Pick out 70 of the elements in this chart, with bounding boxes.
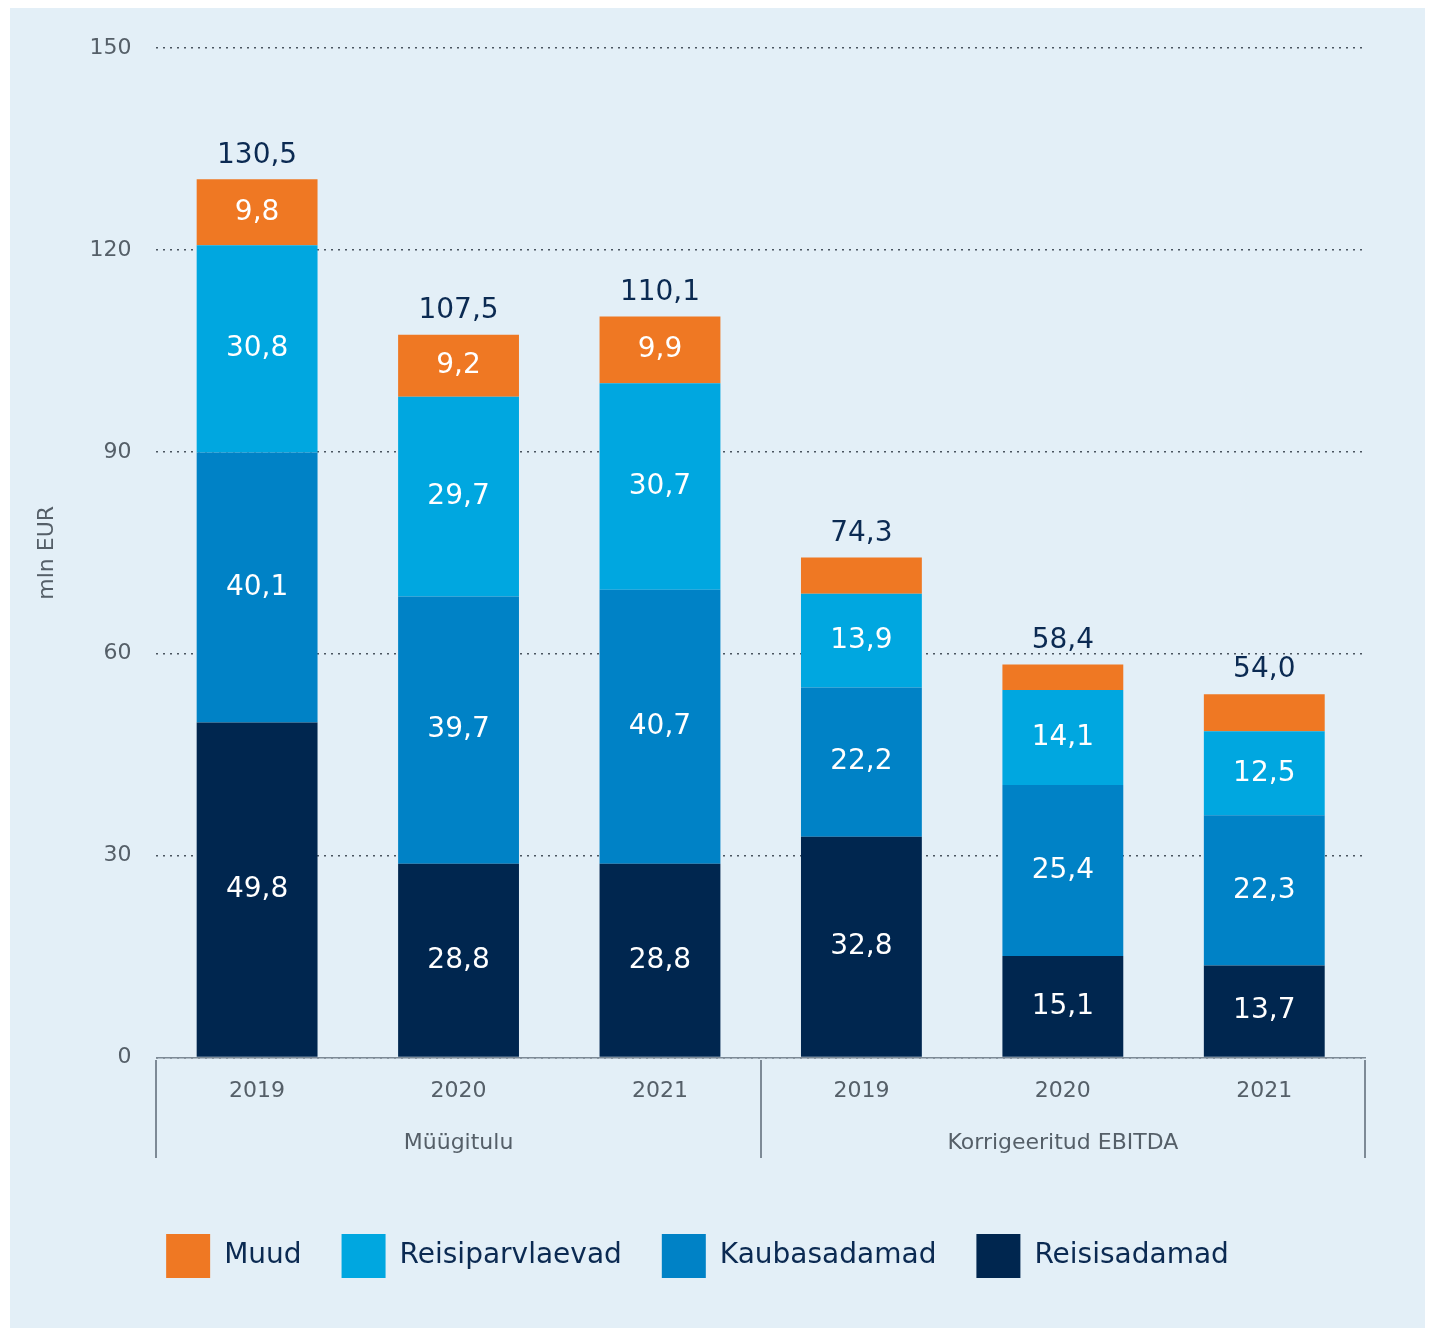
bar — [398, 596, 519, 864]
y-tick-label: 90 — [103, 437, 132, 463]
bar — [196, 722, 318, 1057]
data-label: 9,2 — [436, 346, 481, 380]
data-label: 30,8 — [225, 330, 289, 364]
bar — [196, 179, 318, 246]
data-label: 40,1 — [225, 568, 289, 602]
x-tick-label: 2021 — [1236, 1076, 1293, 1102]
data-label: 49,8 — [225, 870, 289, 904]
data-label: 28,8 — [427, 941, 490, 975]
data-label: 25,4 — [1031, 851, 1095, 885]
total-label: 58,4 — [1031, 621, 1095, 655]
y-tick-label: 60 — [103, 639, 132, 665]
data-label: 32,8 — [830, 928, 893, 962]
data-label: 29,7 — [427, 477, 490, 511]
bar — [599, 383, 721, 590]
y-tick-label: 120 — [89, 235, 132, 261]
bar — [1002, 955, 1124, 1057]
bar — [1203, 694, 1325, 732]
bar — [599, 863, 721, 1057]
x-tick-label: 2019 — [833, 1076, 890, 1102]
total-label: 130,5 — [217, 136, 298, 170]
total-label: 54,0 — [1233, 651, 1296, 685]
total-label: 74,3 — [830, 514, 893, 548]
data-label: 12,5 — [1233, 754, 1296, 788]
y-tick-label: 0 — [117, 1043, 132, 1069]
data-label: 28,8 — [628, 941, 692, 975]
text: Müügitulu — [403, 1129, 514, 1155]
data-label: 22,3 — [1233, 871, 1296, 905]
bar — [196, 452, 318, 723]
bar — [599, 589, 721, 864]
data-label: 9,8 — [234, 193, 280, 227]
bar — [196, 245, 318, 453]
legend-label: Muud — [224, 1237, 302, 1271]
bar — [1203, 965, 1325, 1057]
total-label: 110,1 — [619, 273, 701, 307]
legend-label: Reisisadamad — [1034, 1237, 1229, 1271]
bar — [800, 687, 922, 837]
bar — [1203, 731, 1325, 816]
legend-label: Reisiparvlaevad — [399, 1237, 622, 1271]
bar — [1203, 815, 1325, 966]
bar — [599, 316, 721, 384]
bar — [398, 334, 519, 397]
y-axis-title: mln EUR — [32, 505, 58, 600]
bar — [1002, 785, 1124, 956]
data-label: 15,1 — [1031, 987, 1095, 1021]
bar — [800, 593, 922, 688]
data-label: 13,9 — [830, 621, 893, 655]
x-tick-label: 2019 — [229, 1076, 286, 1102]
data-label: 40,7 — [628, 708, 692, 742]
data-label: 22,2 — [830, 743, 893, 777]
bar — [1002, 690, 1124, 786]
data-label: 30,7 — [628, 467, 692, 501]
bar — [1002, 664, 1124, 691]
legend-label: Kaubasadamad — [719, 1237, 937, 1271]
y-tick-label: 30 — [103, 841, 132, 867]
bar — [800, 557, 922, 594]
x-tick-label: 2021 — [631, 1076, 688, 1102]
total-label: 107,5 — [418, 292, 499, 326]
bar — [398, 863, 519, 1057]
text: Korrigeeritud EBITDA — [947, 1129, 1179, 1155]
x-tick-label: 2020 — [430, 1076, 487, 1102]
bar — [398, 396, 519, 597]
data-label: 39,7 — [427, 711, 490, 745]
data-label: 13,7 — [1233, 992, 1296, 1026]
data-label: 14,1 — [1031, 718, 1095, 752]
bar — [800, 836, 922, 1057]
data-label: 9,9 — [637, 331, 683, 365]
x-tick-label: 2020 — [1034, 1076, 1091, 1102]
y-tick-label: 150 — [89, 33, 132, 59]
